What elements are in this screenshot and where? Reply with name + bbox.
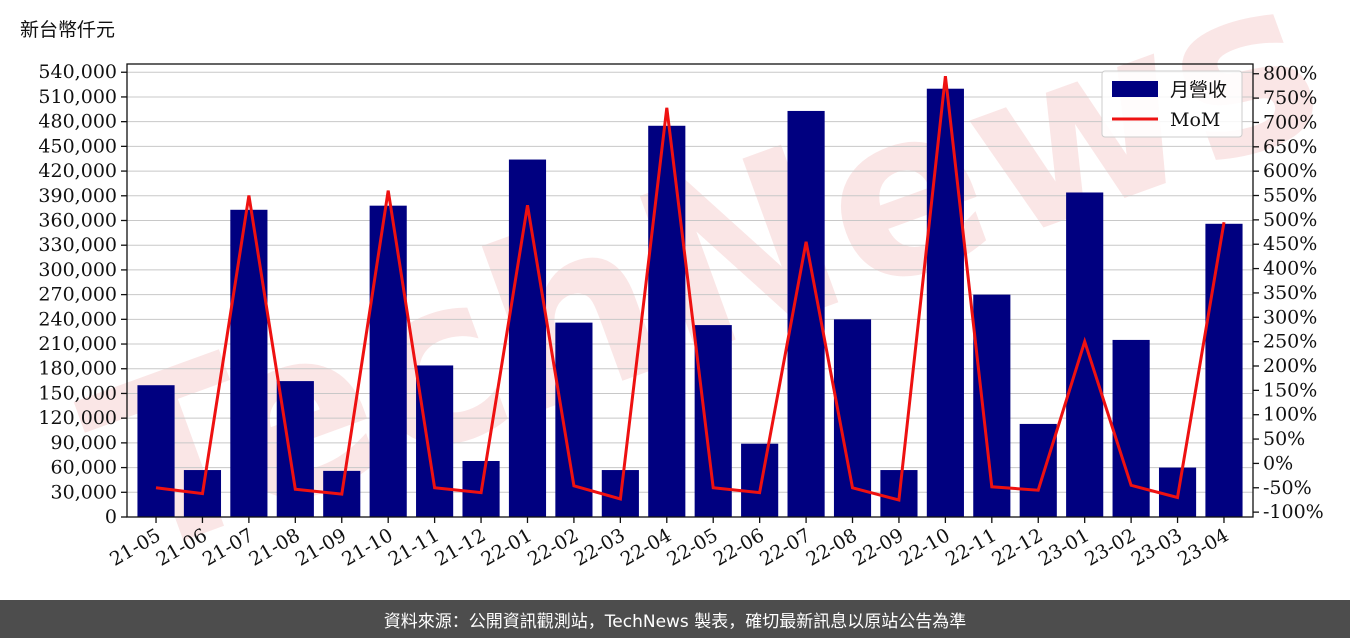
- left-tick-label: 480,000: [38, 111, 117, 133]
- right-tick-label: 200%: [1263, 355, 1317, 377]
- right-tick-label: 0%: [1263, 452, 1293, 474]
- x-tick-label: 22-12: [988, 524, 1046, 570]
- x-tick-label: 23-02: [1081, 524, 1139, 570]
- bar-series: [137, 88, 1243, 518]
- right-tick-label: -100%: [1263, 501, 1324, 523]
- x-tick-label: 23-01: [1035, 524, 1093, 570]
- left-tick-label: 450,000: [38, 135, 117, 157]
- right-tick-label: 300%: [1263, 306, 1317, 328]
- x-tick-label: 22-01: [478, 524, 536, 570]
- plot-frame: [126, 63, 1254, 518]
- legend-bar-swatch: [1112, 81, 1158, 97]
- revenue-bar: [369, 205, 407, 517]
- revenue-bar: [508, 159, 547, 518]
- revenue-chart: TechNews 030,00060,00090,000120,000150,0…: [38, 0, 1350, 600]
- left-tick-label: 180,000: [38, 358, 117, 380]
- left-tick-label: 210,000: [38, 333, 117, 355]
- left-tick-label: 300,000: [38, 259, 117, 281]
- left-tick-label: 0: [105, 506, 117, 528]
- x-tick-label: 22-07: [756, 524, 814, 570]
- left-tick-label: 150,000: [38, 382, 117, 404]
- x-tick-label: 22-05: [663, 524, 721, 570]
- revenue-bar: [1066, 192, 1104, 517]
- right-tick-label: 500%: [1263, 209, 1317, 231]
- right-tick-label: 450%: [1263, 233, 1317, 255]
- legend-label-mom: MoM: [1170, 109, 1220, 131]
- right-tick-label: 550%: [1263, 185, 1317, 207]
- right-tick-label: 650%: [1263, 136, 1317, 158]
- x-tick-label: 22-02: [524, 524, 582, 570]
- right-tick-label: 350%: [1263, 282, 1317, 304]
- left-tick-label: 330,000: [38, 234, 117, 256]
- revenue-bar: [926, 88, 964, 517]
- right-tick-label: 50%: [1263, 428, 1305, 450]
- revenue-bar: [230, 209, 268, 517]
- revenue-bar: [1112, 339, 1150, 517]
- revenue-bar: [648, 125, 686, 517]
- mom-series: [155, 76, 1226, 502]
- revenue-bar: [741, 443, 779, 517]
- left-tick-label: 240,000: [38, 308, 117, 330]
- footer-text: 資料來源：公開資訊觀測站，TechNews 製表，確切最新訊息以原站公告為準: [383, 611, 967, 632]
- left-tick-label: 90,000: [51, 432, 117, 454]
- right-tick-label: 100%: [1263, 404, 1317, 426]
- x-tick-label: 22-09: [849, 524, 907, 570]
- legend-label-revenue: 月營收: [1170, 79, 1227, 101]
- right-tick-label: 700%: [1263, 111, 1317, 133]
- revenue-bar: [137, 385, 175, 517]
- right-tick-label: 800%: [1263, 63, 1317, 85]
- revenue-bar: [1019, 423, 1057, 517]
- revenue-bar: [416, 365, 454, 517]
- left-tick-label: 540,000: [38, 61, 117, 83]
- x-tick-label: 23-04: [1174, 524, 1232, 570]
- revenue-bar: [1205, 223, 1243, 517]
- mom-line: [155, 76, 1226, 502]
- x-tick-label: 22-11: [942, 524, 1000, 570]
- left-tick-label: 120,000: [38, 407, 117, 429]
- source-footer: 資料來源：公開資訊觀測站，TechNews 製表，確切最新訊息以原站公告為準: [0, 600, 1350, 638]
- left-tick-label: 390,000: [38, 185, 117, 207]
- left-tick-label: 360,000: [38, 209, 117, 231]
- revenue-bar: [555, 322, 593, 517]
- x-tick-label: 21-12: [431, 524, 489, 570]
- right-tick-label: 150%: [1263, 379, 1317, 401]
- left-tick-label: 270,000: [38, 284, 117, 306]
- left-tick-label: 30,000: [51, 481, 117, 503]
- x-tick-label: 22-06: [710, 524, 768, 570]
- right-tick-label: 750%: [1263, 87, 1317, 109]
- x-tick-label: 21-11: [385, 524, 443, 570]
- x-tick-label: 22-04: [617, 524, 675, 570]
- right-tick-label: -50%: [1263, 477, 1312, 499]
- x-tick-label: 22-08: [803, 524, 861, 570]
- x-tick-label: 22-10: [895, 524, 953, 570]
- right-tick-label: 250%: [1263, 331, 1317, 353]
- unit-label: 新台幣仟元: [20, 19, 116, 41]
- right-tick-label: 400%: [1263, 258, 1317, 280]
- left-tick-label: 510,000: [38, 86, 117, 108]
- x-tick-label: 23-03: [1128, 524, 1186, 570]
- left-tick-label: 60,000: [51, 457, 117, 479]
- legend: 月營收 MoM: [1101, 70, 1243, 138]
- left-tick-label: 420,000: [38, 160, 117, 182]
- right-tick-label: 600%: [1263, 160, 1317, 182]
- x-tick-label: 22-03: [570, 524, 628, 570]
